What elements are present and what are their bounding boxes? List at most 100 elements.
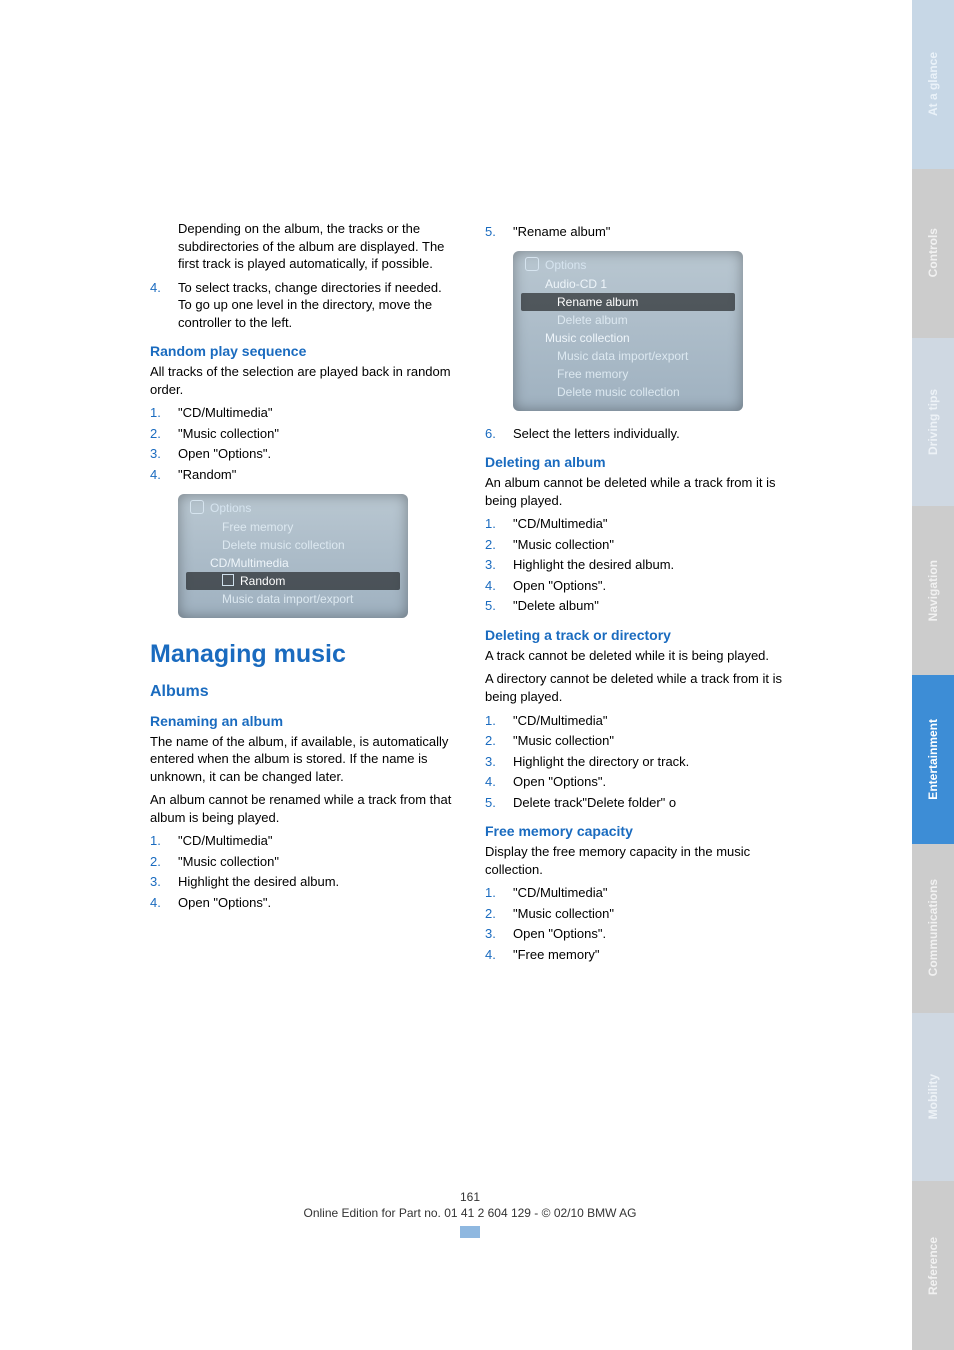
list-item: 3. Open "Options". [485, 925, 790, 943]
list-item: 6. Select the letters individually. [485, 425, 790, 443]
list-text: Highlight the desired album. [513, 557, 674, 572]
list-item: 1. "CD/Multimedia" [485, 884, 790, 902]
list-text: "Music collection" [513, 537, 614, 552]
list-item: 4."Random" [150, 466, 455, 484]
side-tab[interactable]: Navigation [912, 506, 954, 675]
list-text: Highlight the desired album. [178, 874, 339, 889]
side-tab-label: Entertainment [926, 719, 940, 800]
list-text: "Rename album" [513, 224, 610, 239]
list-text: "CD/Multimedia" [513, 885, 607, 900]
list-text: "Free memory" [513, 947, 600, 962]
list-item: 1."CD/Multimedia" [150, 404, 455, 422]
list-number: 1. [485, 884, 507, 902]
side-tab[interactable]: Driving tips [912, 338, 954, 507]
side-tab[interactable]: Communications [912, 844, 954, 1013]
random-desc: All tracks of the selection are played b… [150, 363, 455, 398]
list-text: Select the letters individually. [513, 426, 680, 441]
list-number: 2. [485, 536, 507, 554]
list-text: "Music collection" [513, 906, 614, 921]
footer-line: Online Edition for Part no. 01 41 2 604 … [150, 1206, 790, 1220]
list-number: 6. [485, 425, 507, 443]
list-number: 4. [150, 894, 172, 912]
list-text: Open "Options". [178, 895, 271, 910]
deleting-album-desc: An album cannot be deleted while a track… [485, 474, 790, 509]
list-number: 4. [485, 577, 507, 595]
list-text: "Music collection" [178, 854, 279, 869]
random-heading: Random play sequence [150, 343, 455, 359]
side-tab[interactable]: Reference [912, 1181, 954, 1350]
screenshot-row: Rename album [521, 293, 735, 311]
list-number: 2. [485, 905, 507, 923]
list-item: 2. "Music collection" [485, 905, 790, 923]
screenshot-row: Music data import/export [521, 347, 735, 365]
side-tab-label: Driving tips [926, 389, 940, 455]
side-tab-label: Navigation [926, 560, 940, 621]
list-item: 2. "Music collection" [485, 536, 790, 554]
list-item: 4. To select tracks, change directories … [150, 279, 455, 332]
list-text: Highlight the directory or track. [513, 754, 689, 769]
list-text: "Delete album" [513, 598, 599, 613]
list-number: 3. [485, 556, 507, 574]
list-number: 2. [150, 425, 172, 443]
list-number: 2. [150, 853, 172, 871]
list-number: 1. [150, 832, 172, 850]
renaming-heading: Renaming an album [150, 713, 455, 729]
screenshot-row: Music data import/export [186, 590, 400, 608]
list-item: 1. "CD/Multimedia" [150, 832, 455, 850]
list-text: To select tracks, change directories if … [178, 280, 442, 330]
list-number: 3. [150, 445, 172, 463]
side-tab[interactable]: Entertainment [912, 675, 954, 844]
list-item: 2. "Music collection" [150, 425, 455, 443]
list-number: 5. [485, 597, 507, 615]
list-text: Open "Options". [178, 446, 271, 461]
list-number: 4. [150, 466, 172, 484]
list-text: "CD/Multimedia" [178, 405, 272, 420]
list-item: 2. "Music collection" [150, 853, 455, 871]
list-item: 3. Open "Options". [150, 445, 455, 463]
list-number: 4. [485, 946, 507, 964]
screenshot-row: Music collection [521, 329, 735, 347]
side-tab[interactable]: At a glance [912, 0, 954, 169]
list-text: Open "Options". [513, 578, 606, 593]
right-column: 5. "Rename album" Options Audio-CD 1Rena… [485, 220, 790, 974]
managing-music-heading: Managing music [150, 640, 455, 669]
list-text: "Music collection" [178, 426, 279, 441]
side-tab[interactable]: Controls [912, 169, 954, 338]
list-number: 5. [485, 223, 507, 241]
renaming-desc2: An album cannot be renamed while a track… [150, 791, 455, 826]
list-item: 1."CD/Multimedia" [485, 712, 790, 730]
list-number: 4. [150, 279, 172, 297]
list-item: 3. Highlight the desired album. [485, 556, 790, 574]
albums-heading: Albums [150, 683, 455, 701]
list-number: 1. [485, 515, 507, 533]
intro-paragraph: Depending on the album, the tracks or th… [150, 220, 455, 273]
footer-accent-bar [460, 1226, 480, 1238]
list-text: "Music collection" [513, 733, 614, 748]
list-text: Open "Options". [513, 926, 606, 941]
screenshot-row: Audio-CD 1 [521, 275, 735, 293]
screenshot-row: Free memory [186, 518, 400, 536]
list-text: "CD/Multimedia" [513, 516, 607, 531]
deleting-track-desc2: A directory cannot be deleted while a tr… [485, 670, 790, 705]
renaming-desc1: The name of the album, if available, is … [150, 733, 455, 786]
list-text: Delete track"Delete folder" o [513, 795, 676, 810]
deleting-track-desc1: A track cannot be deleted while it is be… [485, 647, 790, 665]
list-item: 4. "Free memory" [485, 946, 790, 964]
idrive-screenshot-rename: Options Audio-CD 1Rename albumDelete alb… [513, 251, 743, 411]
list-number: 3. [150, 873, 172, 891]
free-memory-desc: Display the free memory capacity in the … [485, 843, 790, 878]
side-tab[interactable]: Mobility [912, 1013, 954, 1182]
screenshot-title: Options [186, 500, 400, 515]
list-text: "CD/Multimedia" [513, 713, 607, 728]
side-tab-label: Communications [926, 879, 940, 976]
list-item: 1. "CD/Multimedia" [485, 515, 790, 533]
screenshot-row: Delete music collection [186, 536, 400, 554]
screenshot-row: Delete album [521, 311, 735, 329]
list-text: "CD/Multimedia" [178, 833, 272, 848]
deleting-album-heading: Deleting an album [485, 454, 790, 470]
list-number: 4. [485, 773, 507, 791]
list-item: 4. Open "Options". [485, 577, 790, 595]
screenshot-row: Free memory [521, 365, 735, 383]
side-tab-label: At a glance [926, 52, 940, 116]
list-number: 3. [485, 925, 507, 943]
